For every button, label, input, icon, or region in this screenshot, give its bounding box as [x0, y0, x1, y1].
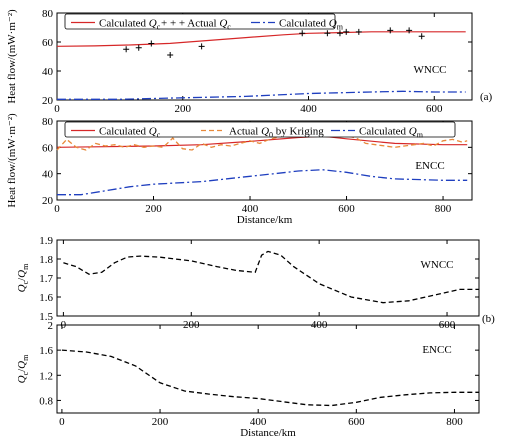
y-tick-label: 2 [48, 320, 54, 332]
legend-entry: Calculated Qc [99, 126, 161, 140]
data-point-marker [198, 43, 205, 50]
y-tick-label: 0.8 [39, 395, 53, 407]
plot-frame [56, 324, 480, 414]
data-point-marker [148, 40, 155, 47]
x-tick-label: 600 [338, 203, 355, 215]
y-axis-label: Heat flow/(mW·m⁻²) [6, 9, 18, 104]
data-point-marker [355, 28, 362, 35]
legend-entry: Calculated Qm [359, 126, 424, 140]
x-tick-label: 200 [152, 416, 169, 428]
x-tick-label: 0 [54, 203, 60, 215]
x-tick-label: 400 [300, 103, 317, 115]
x-tick-label: 800 [446, 416, 463, 428]
y-tick-label: 1.7 [39, 273, 53, 285]
y-axis-label: Qc/Qm [16, 263, 30, 293]
series-line-calc_qm [57, 169, 468, 196]
region-label: ENCC [415, 160, 444, 172]
region-label: WNCC [414, 64, 447, 76]
data-point-marker [343, 28, 350, 35]
legend-entry: Calculated Qm [279, 18, 344, 32]
y-tick-label: 40 [42, 169, 54, 181]
series-line-ratio [63, 250, 479, 304]
panel-a-encc: 0 200 400 600 800 20 40 60 80 ENCC Heat flow/(mW·m… [6, 113, 473, 226]
y-tick-label: 20 [42, 195, 54, 207]
series-line-actual_q0_kriging [56, 126, 468, 151]
y-tick-label: 60 [42, 37, 54, 49]
legend-box [64, 13, 336, 30]
x-tick-label: 800 [435, 203, 452, 215]
series-line-ratio [61, 349, 479, 407]
data-point-marker [299, 30, 306, 37]
y-tick-label: 1.5 [39, 311, 53, 323]
panel-b-encc: 0 200 400 600 800 0.8 1.2 1.6 2 ENCC Qc/Qm Distance… [16, 320, 480, 439]
plot-frame [56, 120, 473, 201]
y-tick-label: 20 [42, 95, 54, 107]
legend-entry: Calculated Qc [99, 18, 161, 32]
x-tick-label: 400 [242, 203, 259, 215]
region-label: ENCC [422, 344, 451, 356]
data-point-marker [336, 30, 343, 37]
data-point-marker [406, 27, 413, 34]
y-tick-label: 1.6 [39, 345, 53, 357]
legend-entry: + + + Actual Qc [161, 18, 231, 32]
legend-box [64, 121, 456, 138]
data-point-marker [135, 44, 142, 51]
x-tick-label: 600 [348, 416, 365, 428]
y-tick-label: 60 [42, 142, 54, 154]
x-axis-label: Distance/km [240, 427, 296, 439]
y-tick-label: 1.9 [39, 235, 53, 247]
panel-a-wncc: 0 200 400 600 20 40 60 80 WNCC Heat flow/(mW·m⁻²)… [6, 8, 473, 115]
y-tick-label: 80 [42, 116, 54, 128]
x-tick-label: 200 [175, 103, 192, 115]
y-tick-label: 40 [42, 66, 54, 78]
y-tick-label: 1.6 [39, 292, 53, 304]
plot-frame [56, 12, 473, 101]
x-tick-label: 0 [54, 103, 60, 115]
x-tick-label: 400 [250, 416, 267, 428]
x-tick-label: 600 [426, 103, 443, 115]
x-tick-label: 0 [59, 416, 65, 428]
data-point-marker [123, 46, 130, 53]
y-tick-label: 80 [42, 8, 54, 20]
series-line-calc_qm [57, 90, 466, 100]
data-point-marker [387, 27, 394, 34]
y-axis-label: Heat flow/(mW·m⁻²) [6, 113, 18, 208]
data-point-marker [324, 30, 331, 37]
x-tick-label: 200 [145, 203, 162, 215]
y-tick-label: 1.2 [39, 370, 53, 382]
y-axis-label: Qc/Qm [16, 354, 30, 384]
data-point-marker [167, 52, 174, 59]
y-tick-label: 1.8 [39, 254, 53, 266]
legend-entry: Actual Q0 by Kriging [229, 126, 324, 140]
series-line-calc_qc [56, 31, 466, 47]
panel-a-label: (a) [480, 91, 493, 103]
data-point-marker [418, 33, 425, 40]
region-label: WNCC [421, 259, 454, 271]
panel-b-label: (b) [482, 313, 495, 325]
x-axis-label: Distance/km [237, 214, 293, 226]
